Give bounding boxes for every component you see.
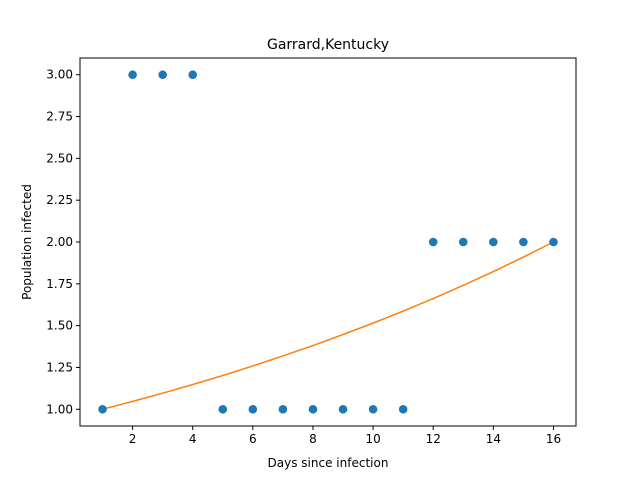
data-point [458, 237, 468, 247]
x-axis-label: Days since infection [268, 456, 389, 470]
x-tick-label: 8 [309, 432, 317, 446]
data-point [308, 404, 318, 414]
y-tick-label: 1.25 [46, 360, 73, 374]
data-point [188, 70, 198, 80]
x-tick-label: 14 [486, 432, 501, 446]
data-point [489, 237, 498, 247]
fit-curve [102, 241, 554, 410]
data-point [398, 404, 408, 414]
y-tick-label: 2.00 [46, 235, 73, 249]
y-tick-label: 1.00 [46, 402, 73, 416]
x-tick-label: 10 [365, 432, 380, 446]
x-tick-label: 16 [546, 432, 561, 446]
x-tick-label: 2 [129, 432, 137, 446]
data-point [218, 404, 228, 414]
plot-area [98, 70, 558, 414]
y-tick-label: 2.75 [46, 110, 73, 124]
x-tick-label: 6 [249, 432, 257, 446]
data-point [248, 404, 258, 414]
y-tick-label: 2.25 [46, 193, 73, 207]
x-tick-label: 12 [426, 432, 441, 446]
x-tick-label: 4 [189, 432, 197, 446]
y-tick-label: 1.50 [46, 319, 73, 333]
data-point [428, 237, 438, 247]
data-point [549, 237, 558, 247]
data-point [519, 237, 528, 247]
y-tick-label: 1.75 [46, 277, 73, 291]
data-point [368, 404, 378, 414]
data-point [128, 70, 137, 80]
y-axis-label: Population infected [20, 184, 34, 300]
data-point [338, 404, 348, 414]
data-point [98, 404, 107, 414]
data-point [278, 404, 288, 414]
y-tick-label: 2.50 [46, 151, 73, 165]
axes: 2 4 6 8 10 12 14 16 1.00 1.25 1.50 1.75 2.00 2.25 2.50… [46, 57, 577, 446]
data-point [158, 70, 167, 80]
chart-title: Garrard,Kentucky [267, 37, 389, 53]
y-tick-label: 3.00 [46, 68, 73, 82]
